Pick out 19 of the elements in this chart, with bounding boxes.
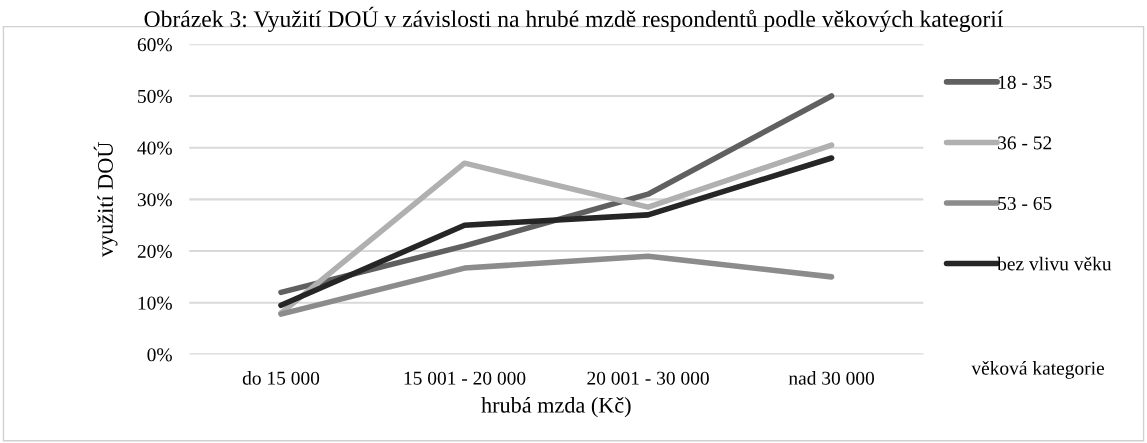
x-axis-title: hrubá mzda (Kč) [481,397,631,418]
legend-label: 53 - 65 [998,196,1052,210]
x-tick-label: 20 001 - 30 000 [587,371,709,385]
y-tick-label: 40% [137,141,172,155]
y-tick-label: 20% [137,244,172,259]
legend-label: bez vlivu věku [997,256,1112,271]
y-axis-title: využití DOÚ [93,142,118,258]
y-tick-label: 30% [137,193,172,207]
legend-label: 18 - 35 [998,75,1052,89]
x-tick-label: 15 001 - 20 000 [404,371,526,385]
y-tick-label: 50% [138,89,172,103]
legend-title: věková kategorie [971,361,1105,379]
x-tick-label: do 15 000 [242,371,320,385]
y-tick-label: 0% [147,348,172,362]
chart-title: Obrázek 3: Využití DOÚ v závislosti na hrubé mzdě respondentů podle věkových kategorií [144,6,1004,32]
legend-label: 36 - 52 [998,136,1052,150]
y-tick-label: 60% [137,38,172,52]
y-tick-label: 10% [138,296,172,310]
x-tick-label: nad 30 000 [788,371,875,385]
